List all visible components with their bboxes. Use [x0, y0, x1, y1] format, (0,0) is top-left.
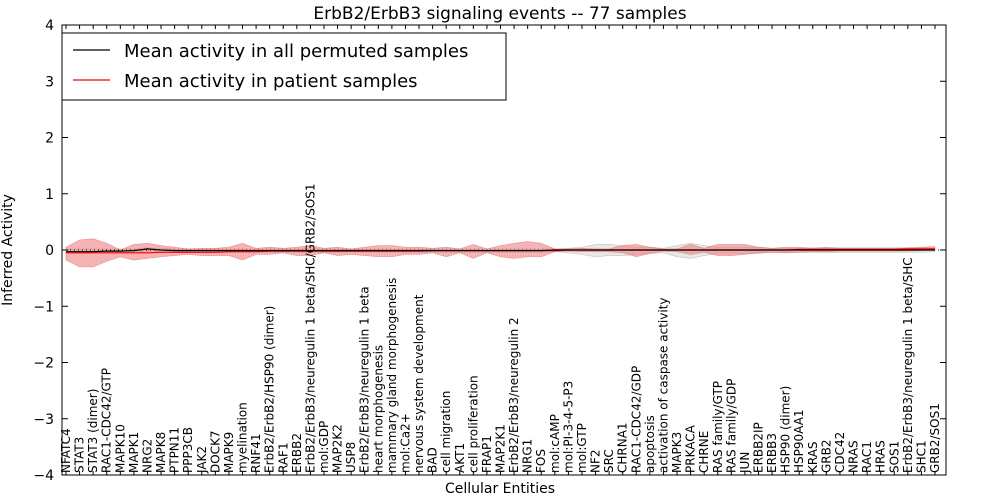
x-tick-label: GRB2: [819, 439, 833, 473]
y-tick-label: 3: [45, 74, 54, 90]
y-tick-label: −1: [33, 299, 54, 315]
x-tick-label: NRG1: [521, 439, 535, 473]
x-tick-label: ERBB3: [765, 433, 779, 473]
x-tick-label: KRAS: [806, 441, 820, 473]
x-tick-label: ERBB2: [290, 433, 304, 473]
x-tick-label: NF2: [589, 449, 603, 473]
legend-label-permuted: Mean activity in all permuted samples: [124, 41, 468, 62]
x-tick-label: ERBB2IP: [752, 422, 766, 473]
x-tick-label: RAC1-CDC42/GTP: [100, 368, 114, 473]
y-tick-label: −3: [33, 412, 54, 428]
x-tick-label: MAP2K1: [494, 424, 508, 473]
x-tick-label: ErbB2/ErbB3/neuregulin 1 beta/SHC: [901, 257, 915, 473]
x-tick-label: apoptosis: [643, 415, 657, 473]
y-axis-title: Inferred Activity: [0, 194, 16, 306]
x-tick-label: cell migration: [439, 391, 453, 473]
y-tick-label: 0: [45, 243, 54, 259]
x-tick-label: MAPK8: [154, 432, 168, 473]
x-tick-label: mol:GDP: [317, 421, 331, 473]
y-tick-label: 4: [45, 18, 54, 34]
x-tick-label: SRC: [602, 449, 616, 473]
x-tick-label: RAF1: [276, 442, 290, 473]
x-tick-label: MAPK10: [113, 424, 127, 473]
x-tick-label: NRG2: [141, 439, 155, 473]
x-tick-label: RNF41: [249, 434, 263, 474]
x-tick-label: MAP2K2: [331, 424, 345, 473]
x-tick-label: nervous system development: [412, 294, 426, 473]
x-tick-label: cell proliferation: [466, 375, 480, 473]
x-tick-label: ErbB2/ErbB3/neuregulin 1 beta/SHC/GRB2/S…: [303, 183, 317, 473]
x-tick-label: SOS1: [887, 441, 901, 473]
x-tick-label: FOS: [534, 449, 548, 473]
x-tick-label: mol:GTP: [575, 423, 589, 473]
x-tick-label: NFATC4: [59, 428, 73, 473]
lines-layer: [62, 248, 946, 254]
x-tick-label: SHC1: [914, 440, 928, 473]
x-tick-label: ErbB2/ErbB2/HSP90 (dimer): [263, 306, 277, 473]
x-tick-label: GRB2/SOS1: [928, 403, 942, 473]
x-tick-label: HSP90AA1: [792, 409, 806, 473]
x-tick-label: RAC1-CDC42/GDP: [629, 366, 643, 473]
x-tick-label: MAPK3: [670, 432, 684, 473]
x-tick-label: myelination: [236, 402, 250, 473]
x-tick-label: RAS family/GDP: [724, 379, 738, 473]
x-tick-label: RAS family/GTP: [711, 381, 725, 473]
x-tick-label: BAD: [426, 447, 440, 473]
y-tick-label: −4: [33, 468, 54, 484]
chart-title: ErbB2/ErbB3 signaling events -- 77 sampl…: [313, 4, 686, 24]
x-tick-label: heart morphogenesis: [371, 345, 385, 473]
y-tick-label: −2: [33, 356, 54, 372]
x-axis-title: Cellular Entities: [445, 481, 555, 497]
x-tick-label: STAT3: [73, 437, 87, 473]
x-tick-label: HRAS: [874, 440, 888, 473]
x-tick-label: mol:PI-3-4-5-P3: [561, 381, 575, 473]
legend: Mean activity in all permuted samples Me…: [61, 32, 507, 101]
x-tick-label: USP8: [344, 442, 358, 473]
x-tick-label: AKT1: [453, 443, 467, 473]
x-tick-label: PTPN11: [168, 427, 182, 473]
x-tick-label: mammary gland morphogenesis: [385, 278, 399, 473]
y-tick-label: 1: [45, 187, 54, 203]
x-tick-label: ErbB2/ErbB3/neuregulin 2: [507, 317, 521, 473]
x-tick-label: CHRNE: [697, 431, 711, 473]
x-tick-label: ErbB2/ErbB3/neuregulin 1 beta: [358, 286, 372, 473]
x-tick-label: MAPK9: [222, 432, 236, 473]
x-tick-label: STAT3 (dimer): [86, 389, 100, 473]
x-tick-label: CHRNA1: [616, 422, 630, 473]
y-tick-label: 2: [45, 131, 54, 147]
x-tick-label: PRKACA: [684, 424, 698, 473]
x-tick-label: NRAS: [847, 440, 861, 473]
x-tick-label: DOCK7: [208, 430, 222, 473]
x-tick-label: mol:cAMP: [548, 414, 562, 473]
x-tick-label: activation of caspase activity: [656, 298, 670, 473]
x-tick-label: RAC1: [860, 441, 874, 473]
x-tick-label: FRAP1: [480, 435, 494, 473]
legend-box: [61, 32, 507, 101]
x-tick-label: JAK2: [195, 446, 209, 474]
x-tick-label: CDC42: [833, 432, 847, 473]
x-tick-label: JUN: [738, 452, 752, 474]
x-axis: NFATC4 STAT3 STAT3 (dimer) RAC1-CDC42/GTP MA…: [59, 25, 942, 475]
x-tick-label: HSP90 (dimer): [779, 386, 793, 473]
x-tick-label: MAPK1: [127, 432, 141, 473]
legend-label-patient: Mean activity in patient samples: [124, 71, 418, 92]
x-tick-label: mol:Ca2+: [399, 413, 413, 473]
x-tick-label: PPP3CB: [181, 427, 195, 473]
